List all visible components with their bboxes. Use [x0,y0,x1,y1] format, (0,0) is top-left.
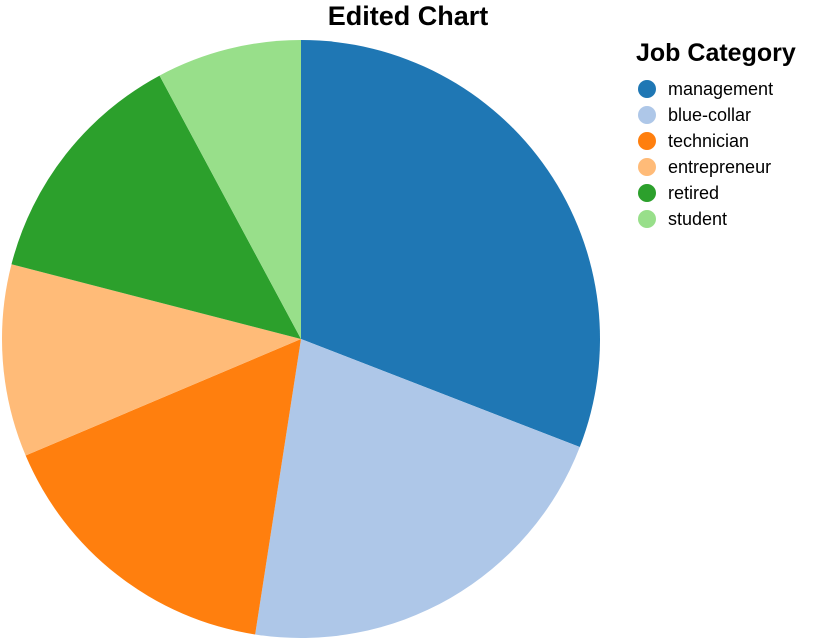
legend-label-entrepreneur: entrepreneur [668,157,771,177]
pie-slice-student [159,40,301,339]
pie-slice-technician [25,339,301,635]
legend-title: Job Category [636,39,796,67]
legend-swatch-student [638,210,656,228]
pie-slice-entrepreneur [2,264,302,456]
legend-items: management blue-collar technician entrepren… [638,79,773,229]
pie-slice-management [301,40,600,448]
legend-swatch-blue-collar [638,106,656,124]
chart-title: Edited Chart [328,1,489,31]
legend-label-management: management [668,79,773,99]
legend-label-retired: retired [668,183,719,203]
legend-label-blue-collar: blue-collar [668,105,751,125]
legend-swatch-technician [638,132,656,150]
legend-label-student: student [668,209,727,229]
pie-slice-blue-collar [255,339,580,638]
legend-swatch-retired [638,184,656,202]
legend: Job Category management blue-collar techni… [636,39,796,229]
pie-slices [2,40,600,638]
legend-label-technician: technician [668,131,749,151]
legend-swatch-entrepreneur [638,158,656,176]
pie-slice-retired [11,75,301,339]
legend-swatch-management [638,80,656,98]
